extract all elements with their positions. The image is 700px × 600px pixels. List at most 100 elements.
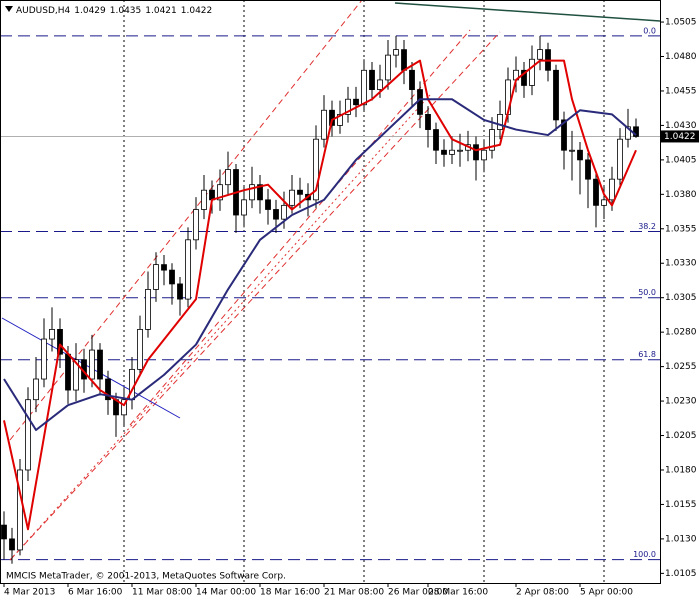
candle-body: [289, 189, 295, 206]
candle-body: [577, 149, 583, 161]
candle-body: [481, 149, 487, 161]
candle-body: [273, 209, 279, 220]
candle-body: [121, 399, 127, 416]
candle-body: [145, 289, 151, 330]
x-tick-label: 2 Apr 08:00: [516, 588, 569, 598]
y-tick-label: 1.0255: [665, 362, 697, 372]
candle-body: [241, 199, 247, 216]
y-tick-label: 1.0355: [665, 224, 697, 234]
candle-body: [49, 329, 55, 340]
fib-label: 61.8: [638, 350, 656, 359]
moving-average: [3, 98, 637, 432]
candle-body: [265, 199, 271, 210]
candle-body: [601, 199, 607, 206]
candle-body: [297, 189, 303, 195]
candle-body: [17, 469, 23, 551]
candle-body: [177, 283, 183, 300]
candle-body: [561, 119, 567, 151]
separators: [123, 0, 605, 583]
candle-body: [337, 113, 343, 126]
candle-body: [593, 178, 599, 206]
candle-body: [25, 399, 31, 471]
candle-body: [161, 264, 167, 271]
y-tick-label: 1.0405: [665, 155, 697, 165]
candle-body: [281, 204, 287, 220]
y-tick-label: 1.0280: [665, 328, 697, 338]
candle-body: [105, 378, 111, 401]
candle-body: [353, 98, 359, 106]
candle-body: [41, 338, 47, 380]
y-tick-label: 1.0155: [665, 500, 697, 510]
x-tick-label: 4 Mar 2013: [4, 588, 55, 598]
candle-body: [1, 524, 7, 540]
candle-body: [153, 264, 159, 290]
candle-body: [169, 269, 175, 285]
moving-average: [3, 59, 637, 531]
y-tick-label: 1.0505: [665, 18, 697, 28]
candle-body: [257, 184, 263, 201]
y-tick-label: 1.0480: [665, 52, 697, 62]
candle-body: [537, 49, 543, 60]
y-tick-label: 1.0380: [665, 190, 697, 200]
y-tick-label: 1.0130: [665, 534, 697, 544]
fib-label: 38.2: [638, 222, 656, 231]
header-close: 1.0422: [181, 6, 213, 16]
candle-body: [457, 149, 463, 152]
candle-body: [217, 184, 223, 201]
candle-body: [201, 189, 207, 210]
price-label: 1.0422: [664, 132, 696, 142]
candle-body: [321, 109, 327, 140]
candle-body: [497, 113, 503, 130]
x-tick-label: 18 Mar 16:00: [260, 588, 320, 598]
candle-body: [553, 69, 559, 121]
candle-body: [625, 126, 631, 140]
y-tick-label: 1.0105: [665, 569, 697, 579]
header-high: 1.0435: [110, 6, 142, 16]
candle-body: [433, 129, 439, 151]
candle-body: [249, 184, 255, 201]
x-tick-label: 6 Mar 16:00: [68, 588, 123, 598]
header-open: 1.0429: [74, 6, 106, 16]
candle-body: [65, 353, 71, 391]
plot-frame: [0, 0, 661, 584]
copyright: MMCIS MetaTrader, © 2001-2013, MetaQuote…: [6, 572, 286, 582]
candle-body: [585, 159, 591, 180]
y-tick-label: 1.0230: [665, 397, 697, 407]
price-box: [661, 130, 699, 143]
candle-body: [97, 349, 103, 380]
x-tick-label: 28 Mar 16:00: [428, 588, 488, 598]
y-tick-label: 1.0330: [665, 259, 697, 269]
candle-body: [73, 359, 79, 391]
y-tick-label: 1.0305: [665, 293, 697, 303]
x-tick-label: 5 Apr 00:00: [580, 588, 633, 598]
x-tick-label: 21 Mar 08:00: [324, 588, 384, 598]
fib-label: 50.0: [638, 288, 656, 297]
candle-body: [521, 69, 527, 86]
y-tick-label: 1.0455: [665, 86, 697, 96]
candle-body: [489, 129, 495, 151]
candle-body: [529, 58, 535, 86]
candle-body: [57, 329, 63, 355]
candle-body: [393, 49, 399, 56]
candle-body: [449, 149, 455, 155]
channel-line: [129, 29, 471, 426]
x-tick-label: 11 Mar 08:00: [132, 588, 192, 598]
candle-body: [137, 329, 143, 370]
candle-body: [441, 149, 447, 155]
candle-body: [473, 144, 479, 161]
candle-body: [313, 138, 319, 201]
candle-body: [89, 349, 95, 380]
candle-body: [401, 49, 407, 71]
candle-body: [377, 79, 383, 90]
fibonacci: 0.0 38.2 50.0 61.8 100.0: [0, 26, 660, 561]
header-low: 1.0421: [145, 6, 177, 16]
candle-body: [345, 98, 351, 115]
fib-label: 100.0: [633, 550, 656, 559]
menu-icon[interactable]: [5, 6, 13, 12]
candle-body: [617, 138, 623, 180]
y-tick-label: 1.0205: [665, 431, 697, 441]
x-tick-label: 14 Mar 00:00: [196, 588, 256, 598]
channel-line: [9, 31, 501, 561]
